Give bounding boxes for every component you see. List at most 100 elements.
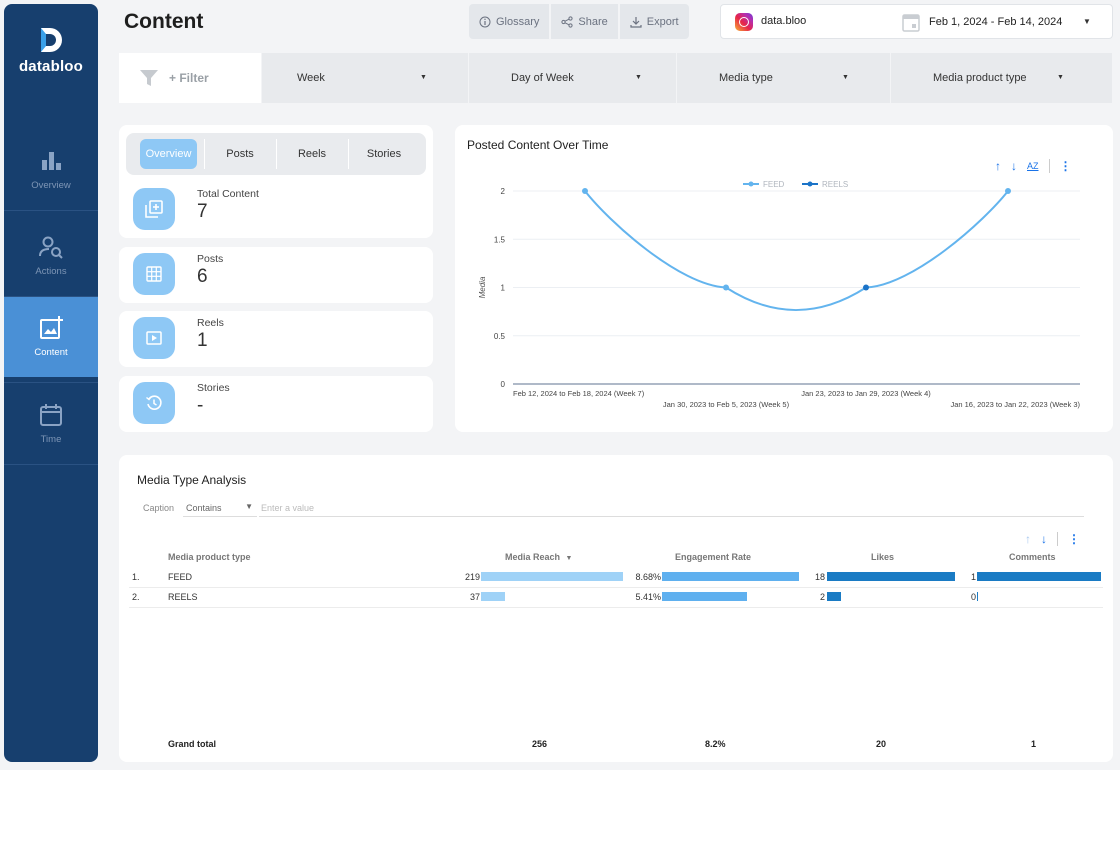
calendar-icon xyxy=(40,404,62,426)
chevron-down-icon: ▼ xyxy=(245,502,253,511)
play-video-icon xyxy=(133,317,175,359)
comments-bar xyxy=(977,572,1101,581)
date-range-value[interactable]: Feb 1, 2024 - Feb 14, 2024 xyxy=(929,16,1063,28)
account-date-selector[interactable]: data.bloo Feb 1, 2024 - Feb 14, 2024 ▼ xyxy=(720,4,1113,39)
add-photo-icon xyxy=(40,316,63,339)
sidebar-item-overview[interactable]: Overview xyxy=(4,130,98,210)
sort-descending-icon[interactable]: ↓ xyxy=(1041,532,1047,546)
y-tick-label: 0 xyxy=(501,380,506,389)
export-button[interactable]: Export xyxy=(619,4,689,39)
kpi-value: 6 xyxy=(197,266,208,287)
sort-descending-icon[interactable]: ↓ xyxy=(1011,159,1017,173)
kpi-label: Posts xyxy=(197,253,224,265)
logo[interactable]: databloo xyxy=(4,24,98,75)
row-divider xyxy=(129,587,1103,588)
sort-ascending-icon[interactable]: ↑ xyxy=(1025,532,1031,546)
column-header-media-reach[interactable]: Media Reach ▼ xyxy=(505,552,572,562)
data-point-feed xyxy=(723,284,729,291)
page-title: Content xyxy=(124,10,204,33)
column-header-likes[interactable]: Likes xyxy=(871,552,895,562)
reach-value: 219 xyxy=(464,572,480,582)
tab-overview[interactable]: Overview xyxy=(140,139,197,169)
reach-bar xyxy=(481,592,505,601)
filter-icon xyxy=(140,70,158,86)
caption-filter-label: Caption xyxy=(143,503,175,513)
chevron-down-icon: ▼ xyxy=(635,74,642,81)
add-filter-button[interactable]: + Filter xyxy=(119,53,261,103)
add-to-library-icon xyxy=(133,188,175,230)
sidebar-item-content[interactable]: Content xyxy=(4,297,98,377)
sidebar-item-time[interactable]: Time xyxy=(4,384,98,464)
y-axis-label: Media xyxy=(478,276,487,298)
more-options-icon[interactable]: ⋮ xyxy=(1059,159,1072,173)
nav-divider xyxy=(4,296,98,297)
media-product-type-dropdown-label: Media product type xyxy=(933,72,1027,84)
legend-marker-feed xyxy=(748,181,754,187)
y-tick-label: 0.5 xyxy=(494,332,506,341)
app-root: databloo Overview Actions xyxy=(0,0,1120,770)
row-media-type: REELS xyxy=(168,592,198,602)
history-icon xyxy=(133,382,175,424)
share-button[interactable]: Share xyxy=(551,4,618,39)
glossary-button[interactable]: Glossary xyxy=(469,4,550,39)
row-media-type: FEED xyxy=(168,572,193,582)
kpi-card-total-content: Total Content 7 xyxy=(119,182,433,238)
tab-stories[interactable]: Stories xyxy=(366,148,402,160)
toolbar-divider xyxy=(1057,532,1058,546)
table-title: Media Type Analysis xyxy=(137,473,247,487)
account-name[interactable]: data.bloo xyxy=(761,15,807,27)
media-product-type-dropdown[interactable]: Media product type ▼ xyxy=(890,53,1112,103)
kpi-label: Stories xyxy=(197,382,230,394)
tab-reels[interactable]: Reels xyxy=(297,148,327,160)
chevron-down-icon: ▼ xyxy=(420,74,427,81)
kpi-value: - xyxy=(197,395,204,416)
kpi-card-stories: Stories - xyxy=(119,376,433,432)
sidebar-item-label: Content xyxy=(34,347,68,358)
share-icon xyxy=(561,15,574,28)
sidebar-item-label: Actions xyxy=(35,266,67,277)
comments-value: 1 xyxy=(970,572,976,582)
likes-value: 18 xyxy=(814,572,825,582)
calendar-icon[interactable] xyxy=(902,12,920,32)
grand-total-reach: 256 xyxy=(532,739,548,749)
day-of-week-dropdown[interactable]: Day of Week ▼ xyxy=(468,53,676,103)
kpi-label: Total Content xyxy=(197,188,259,200)
tab-posts[interactable]: Posts xyxy=(226,148,254,160)
row-index: 1. xyxy=(132,572,140,582)
kpi-card-reels: Reels 1 xyxy=(119,311,433,367)
column-header-engagement-rate[interactable]: Engagement Rate xyxy=(675,552,752,562)
likes-bar xyxy=(827,592,841,601)
column-header-label: Media Reach xyxy=(505,552,561,562)
reach-bar xyxy=(481,572,623,581)
info-icon xyxy=(479,16,491,27)
tab-divider xyxy=(348,139,349,169)
filter-bar: + Filter Week ▼ Day of Week ▼ Media type… xyxy=(119,53,1113,103)
chevron-down-icon: ▼ xyxy=(842,74,849,81)
caption-operator-select[interactable]: Contains ▼ xyxy=(183,500,257,517)
column-header-media-product-type[interactable]: Media product type xyxy=(168,552,251,562)
kpi-value: 1 xyxy=(197,330,208,351)
glossary-label: Glossary xyxy=(496,15,540,28)
sort-alpha-icon[interactable]: AZ xyxy=(1027,161,1039,171)
chevron-down-icon[interactable]: ▼ xyxy=(1083,17,1091,26)
series-line-feed xyxy=(584,190,1009,311)
caption-input-placeholder: Enter a value xyxy=(261,503,315,513)
grid-icon xyxy=(133,253,175,295)
media-type-dropdown[interactable]: Media type ▼ xyxy=(676,53,890,103)
x-tick-label: Jan 30, 2023 to Feb 5, 2023 (Week 5) xyxy=(663,400,790,409)
column-header-comments[interactable]: Comments xyxy=(1009,552,1056,562)
more-options-icon[interactable]: ⋮ xyxy=(1068,532,1080,546)
line-chart: 2 1.5 1 0.5 0 Media Feb 12, 2024 to Feb 18, 20… xyxy=(478,180,1080,409)
bar-chart-icon xyxy=(42,152,61,170)
kpi-card-posts: Posts 6 xyxy=(119,247,433,303)
sidebar-item-label: Time xyxy=(40,434,62,445)
download-icon xyxy=(630,16,642,28)
sidebar-item-actions[interactable]: Actions xyxy=(4,216,98,296)
sort-ascending-icon[interactable]: ↑ xyxy=(995,159,1001,173)
likes-value: 2 xyxy=(819,592,825,602)
legend-label-feed: FEED xyxy=(763,180,785,189)
databloo-logo-icon xyxy=(41,28,62,52)
x-tick-label: Feb 12, 2024 to Feb 18, 2024 (Week 7) xyxy=(513,389,645,398)
caption-value-input[interactable]: Enter a value xyxy=(259,500,1084,517)
week-dropdown[interactable]: Week ▼ xyxy=(261,53,468,103)
